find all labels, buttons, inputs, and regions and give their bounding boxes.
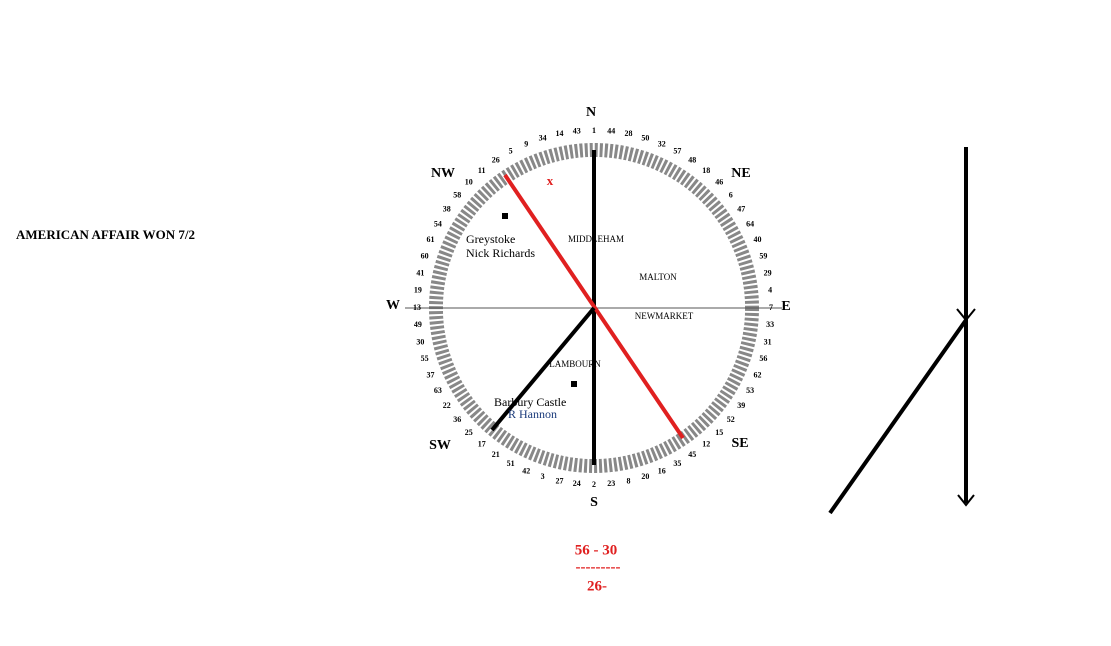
ring-number: 19: [414, 286, 422, 295]
ring-number: 40: [754, 235, 762, 244]
ring-number: 61: [427, 235, 435, 244]
sum-line: 56 - 30: [575, 542, 618, 558]
compass-label: W: [386, 298, 400, 313]
ring-number: 28: [625, 129, 633, 138]
ring-number: 50: [641, 133, 649, 142]
ring-number: 42: [522, 466, 530, 475]
trainer-name: R Hannon: [508, 407, 557, 421]
place-label: MIDDLEHAM: [568, 234, 624, 244]
ring-number: 46: [715, 178, 723, 187]
ring-number: 21: [492, 450, 500, 459]
ring-number: 43: [573, 127, 581, 136]
compass-label: NE: [731, 166, 750, 181]
ring-number: 44: [607, 127, 615, 136]
ring-number: 18: [702, 166, 710, 175]
place-label: NEWMARKET: [635, 311, 694, 321]
ring-number: 45: [688, 450, 696, 459]
ring-number: 52: [727, 415, 735, 424]
ring-number: 26: [492, 156, 500, 165]
ring-number: 31: [764, 337, 772, 346]
ring-number: 14: [556, 129, 564, 138]
yard-name: Barbury Castle: [494, 395, 566, 409]
yard-marker: [502, 213, 508, 219]
ring-number: 56: [759, 354, 767, 363]
ring-number: 29: [764, 268, 772, 277]
headline: AMERICAN AFFAIR WON 7/2: [16, 227, 195, 242]
ring-number: 9: [524, 139, 528, 148]
ring-number: 30: [416, 337, 424, 346]
ring-number: 22: [443, 401, 451, 410]
ring-number: 11: [478, 166, 486, 175]
ring-number: 59: [759, 251, 767, 260]
yard-name: Greystoke: [466, 232, 515, 246]
ring-number: 39: [737, 401, 745, 410]
ring-number: 37: [427, 371, 435, 380]
ring-number: 8: [627, 476, 631, 485]
ring-number: 38: [443, 205, 451, 214]
compass-label: NW: [431, 166, 455, 181]
ring-number: 33: [766, 320, 774, 329]
arrow-head: [956, 308, 976, 507]
place-label: MALTON: [639, 272, 677, 282]
compass-label: SW: [429, 438, 451, 453]
ring-number: 20: [641, 472, 649, 481]
ring-number: 55: [421, 354, 429, 363]
ring-number: 17: [478, 440, 486, 449]
ring-number: 24: [573, 479, 581, 488]
ring-number: 12: [702, 440, 710, 449]
ring-number: 3: [541, 472, 545, 481]
ring-number: 64: [746, 219, 754, 228]
ring-number: 6: [729, 191, 733, 200]
ring-number: 27: [556, 476, 564, 485]
place-label: LAMBOURN: [549, 359, 601, 369]
ring-number: 51: [507, 459, 515, 468]
yard-marker: [571, 381, 577, 387]
ring-number: 58: [453, 191, 461, 200]
arrow-line: [828, 318, 968, 515]
ring-number: 5: [509, 147, 513, 156]
ring-number: 2: [592, 480, 596, 489]
ring-number: 35: [673, 459, 681, 468]
ring-number: 47: [737, 205, 745, 214]
ring-number: 10: [465, 178, 473, 187]
ring-number: 34: [539, 133, 547, 142]
sum-rule: ---------: [576, 559, 621, 575]
ring-number: 32: [658, 139, 666, 148]
compass-label: SE: [731, 436, 748, 451]
ring-number: 54: [434, 219, 442, 228]
ring-number: 4: [768, 286, 772, 295]
ring-number: 60: [421, 251, 429, 260]
ring-number: 49: [414, 320, 422, 329]
ring-number: 7: [769, 303, 773, 312]
ring-number: 15: [715, 428, 723, 437]
compass-label: S: [590, 495, 598, 510]
ring-number: 36: [453, 415, 461, 424]
ring-number: 16: [658, 466, 666, 475]
ring-number: 13: [413, 303, 421, 312]
compass-label: N: [586, 105, 596, 120]
compass-label: E: [781, 299, 790, 314]
ring-number: 41: [416, 268, 424, 277]
ring-number: 57: [673, 147, 681, 156]
sw-line: [490, 306, 596, 432]
ring-number: 62: [754, 371, 762, 380]
ring-number: 48: [688, 156, 696, 165]
ring-number: 63: [434, 386, 442, 395]
ring-number: 23: [607, 479, 615, 488]
ring-number: 1: [592, 126, 596, 135]
marker: x: [547, 173, 554, 188]
trainer-name: Nick Richards: [466, 246, 535, 260]
ring-number: 53: [746, 386, 754, 395]
ring-number: 25: [465, 428, 473, 437]
sum-result: 26-: [587, 578, 607, 594]
red-line: [503, 173, 685, 440]
